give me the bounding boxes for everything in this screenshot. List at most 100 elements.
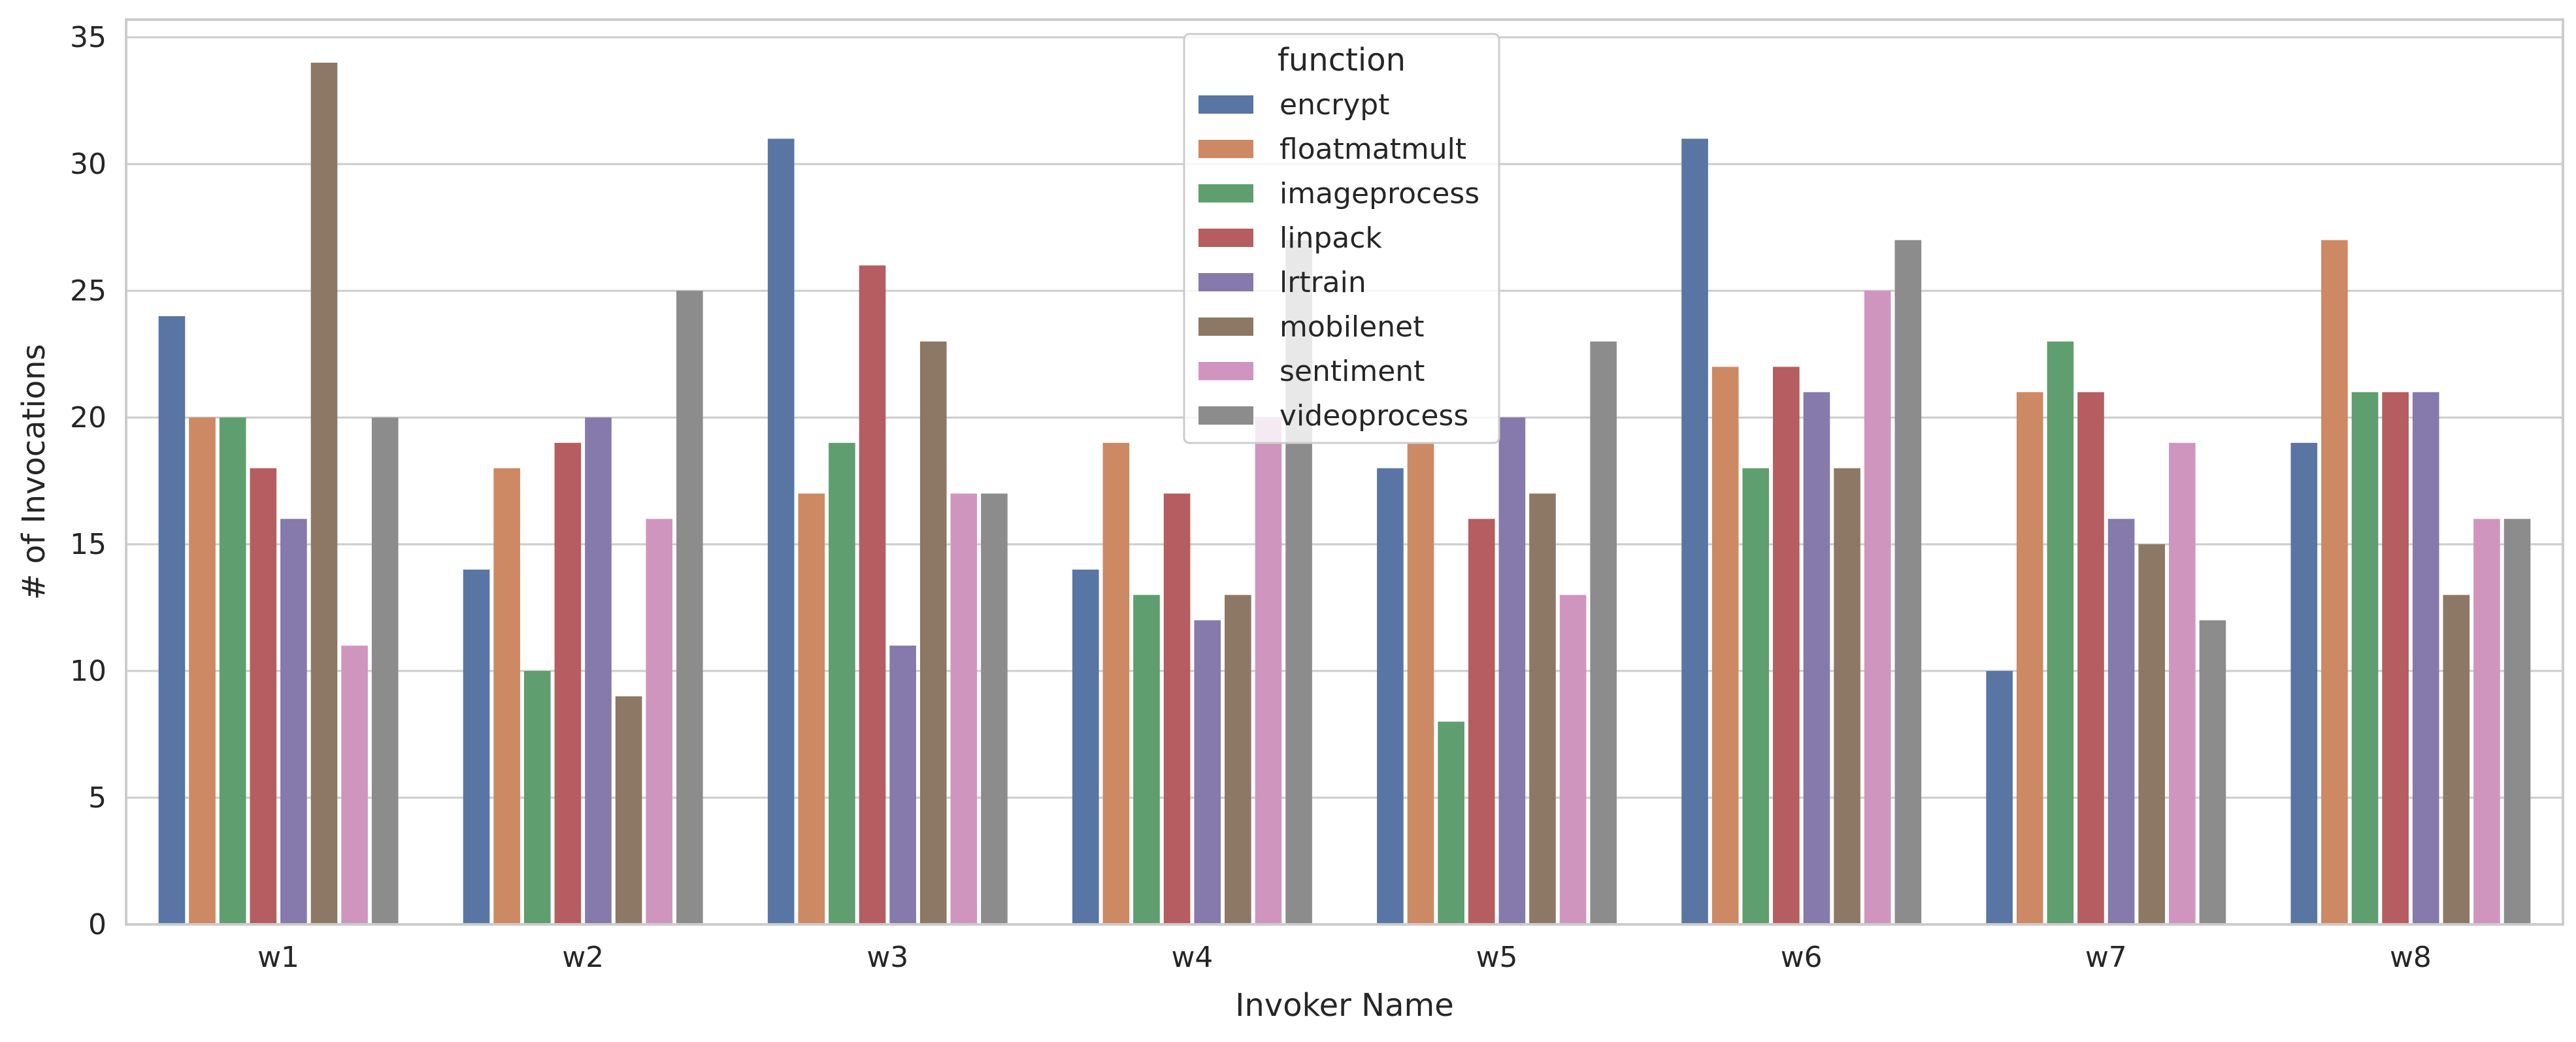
bar-sentiment-w3 [950,493,978,924]
legend-title: function [1278,42,1406,78]
bar-encrypt-w7 [1986,671,2013,924]
x-axis-label: Invoker Name [1235,987,1454,1024]
bar-imageprocess-w3 [829,442,855,924]
bar-lrtrain-w3 [889,645,916,924]
legend-swatch-videoprocess [1198,406,1253,425]
bar-imageprocess-w5 [1438,721,1464,924]
legend-label-imageprocess: imageprocess [1280,177,1479,210]
bar-videoprocess-w5 [1590,341,1617,924]
bar-lrtrain-w7 [2107,519,2135,924]
bar-floatmatmult-w6 [1711,366,1739,924]
bar-encrypt-w8 [2290,442,2318,924]
bar-lrtrain-w6 [1803,392,1830,924]
bar-mobilenet-w8 [2443,594,2470,924]
bar-linpack-w2 [554,442,582,924]
x-tick-label: w8 [2390,941,2432,974]
bar-videoprocess-w1 [371,417,399,924]
bar-imageprocess-w4 [1133,594,1160,924]
x-tick-label: w3 [867,941,908,974]
bar-lrtrain-w5 [1498,417,1526,924]
bar-lrtrain-w8 [2412,392,2439,924]
y-axis-label: # of Invocations [16,344,52,600]
bar-videoprocess-w7 [2199,620,2226,924]
bar-sentiment-w2 [646,519,673,924]
bar-mobilenet-w3 [919,341,947,924]
bar-sentiment-w8 [2473,519,2500,924]
bar-imageprocess-w6 [1742,468,1770,924]
x-tick-label: w2 [562,941,604,974]
legend-label-videoprocess: videoprocess [1280,399,1468,432]
bar-lrtrain-w1 [280,519,307,924]
x-tick-label: w1 [257,941,299,974]
legend: function encrypt floatmatmult imageprocess… [1183,33,1500,444]
legend-swatch-mobilenet [1198,317,1253,336]
bar-sentiment-w1 [341,645,368,924]
bar-sentiment-w7 [2169,442,2196,924]
bar-sentiment-w5 [1559,594,1587,924]
y-tick-label: 30 [70,148,107,181]
bar-encrypt-w5 [1377,468,1404,924]
bar-sentiment-w4 [1255,417,1282,924]
y-tick-label: 0 [88,908,107,941]
bar-linpack-w3 [859,265,886,924]
bar-floatmatmult-w7 [2016,392,2043,924]
legend-swatch-linpack [1198,229,1253,247]
legend-label-sentiment: sentiment [1280,355,1425,388]
legend-swatch-sentiment [1198,362,1253,380]
bar-lrtrain-w2 [585,417,612,924]
bar-linpack-w1 [250,468,277,924]
x-tick-labels: w1 w2 w3 w4 w5 w6 w7 w8 [257,941,2432,974]
bar-floatmatmult-w1 [189,417,216,924]
bar-videoprocess-w6 [1894,240,1922,924]
y-tick-label: 25 [70,274,107,308]
bar-mobilenet-w4 [1225,594,1251,924]
legend-box [1183,33,1500,444]
bar-floatmatmult-w2 [493,468,520,924]
bar-linpack-w6 [1773,366,1800,924]
bars [158,62,2531,925]
bar-mobilenet-w6 [1834,468,1860,924]
bar-linpack-w5 [1468,519,1495,924]
bar-linpack-w8 [2382,392,2409,924]
bar-mobilenet-w2 [615,696,642,924]
bar-encrypt-w1 [158,316,186,924]
legend-label-encrypt: encrypt [1280,88,1389,122]
bar-imageprocess-w8 [2351,392,2379,924]
plot-frame [125,18,2564,926]
bar-floatmatmult-w3 [798,493,825,924]
x-tick-label: w6 [1781,941,1823,974]
legend-label-mobilenet: mobilenet [1280,310,1424,344]
legend-label-floatmatmult: floatmatmult [1280,133,1466,166]
bar-mobilenet-w7 [2138,544,2166,924]
bar-encrypt-w3 [767,138,795,925]
bar-imageprocess-w1 [219,417,246,924]
bar-encrypt-w2 [463,569,490,924]
bar-videoprocess-w8 [2503,519,2531,924]
legend-swatch-floatmatmult [1198,140,1253,158]
x-tick-label: w4 [1171,941,1213,974]
legend-swatch-encrypt [1198,95,1253,114]
y-tick-labels: 0 5 10 15 20 25 30 35 [70,21,107,941]
bar-videoprocess-w2 [676,291,703,924]
y-tick-label: 20 [70,401,107,434]
x-tick-label: w5 [1476,941,1518,974]
legend-swatch-imageprocess [1198,184,1253,203]
y-tick-label: 15 [70,528,107,561]
bar-linpack-w4 [1163,493,1191,924]
bar-encrypt-w6 [1681,138,1708,925]
y-tick-label: 5 [88,781,107,815]
bar-mobilenet-w5 [1529,493,1556,924]
bar-sentiment-w6 [1864,291,1891,924]
legend-swatch-lrtrain [1198,273,1253,291]
bar-imageprocess-w7 [2047,341,2074,924]
legend-label-linpack: linpack [1280,221,1382,255]
bar-floatmatmult-w4 [1102,442,1130,924]
legend-label-lrtrain: lrtrain [1280,266,1366,299]
y-tick-label: 35 [70,21,107,54]
bar-floatmatmult-w5 [1407,442,1434,924]
legend-items: encrypt floatmatmult imageprocess linpack lr… [1198,88,1479,432]
bar-videoprocess-w3 [981,493,1008,924]
bar-mobilenet-w1 [310,62,338,924]
x-tick-label: w7 [2085,941,2127,974]
